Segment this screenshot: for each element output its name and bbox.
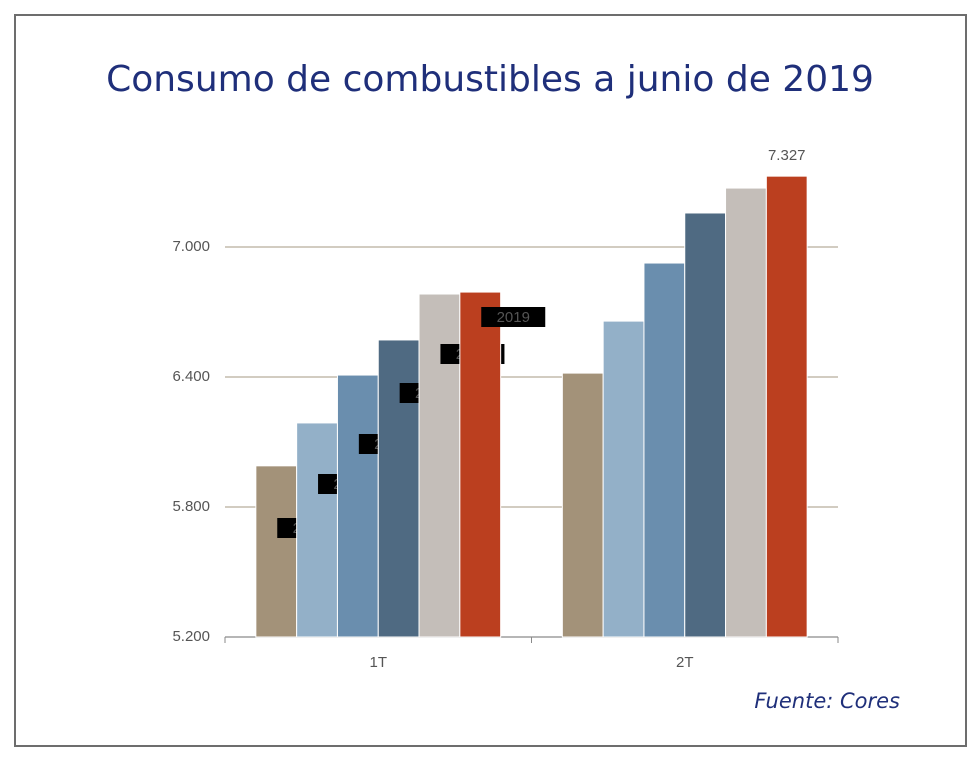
bar: [336, 374, 379, 638]
value-label: 7.327: [768, 147, 806, 164]
bar: [765, 175, 808, 638]
bar: [459, 291, 502, 638]
bar: [602, 320, 645, 638]
bar: [296, 422, 338, 638]
bar: [725, 187, 767, 638]
x-tick-label: 1T: [369, 654, 387, 671]
source: Fuente: Cores: [754, 689, 900, 713]
y-tick-label: 6.400: [172, 368, 210, 385]
y-tick-label: 5.200: [172, 628, 210, 645]
legend-label: 2019: [497, 309, 530, 326]
bar: [684, 212, 727, 638]
y-tick-label: 7.000: [172, 238, 210, 255]
bar: [561, 372, 604, 638]
legend-box: [481, 307, 546, 327]
x-tick-label: 2T: [676, 654, 694, 671]
y-tick-label: 5.800: [172, 498, 210, 515]
bar: [255, 465, 298, 638]
chart-title: Consumo de combustibles a junio de 2019: [106, 59, 874, 100]
bar: [643, 262, 686, 638]
